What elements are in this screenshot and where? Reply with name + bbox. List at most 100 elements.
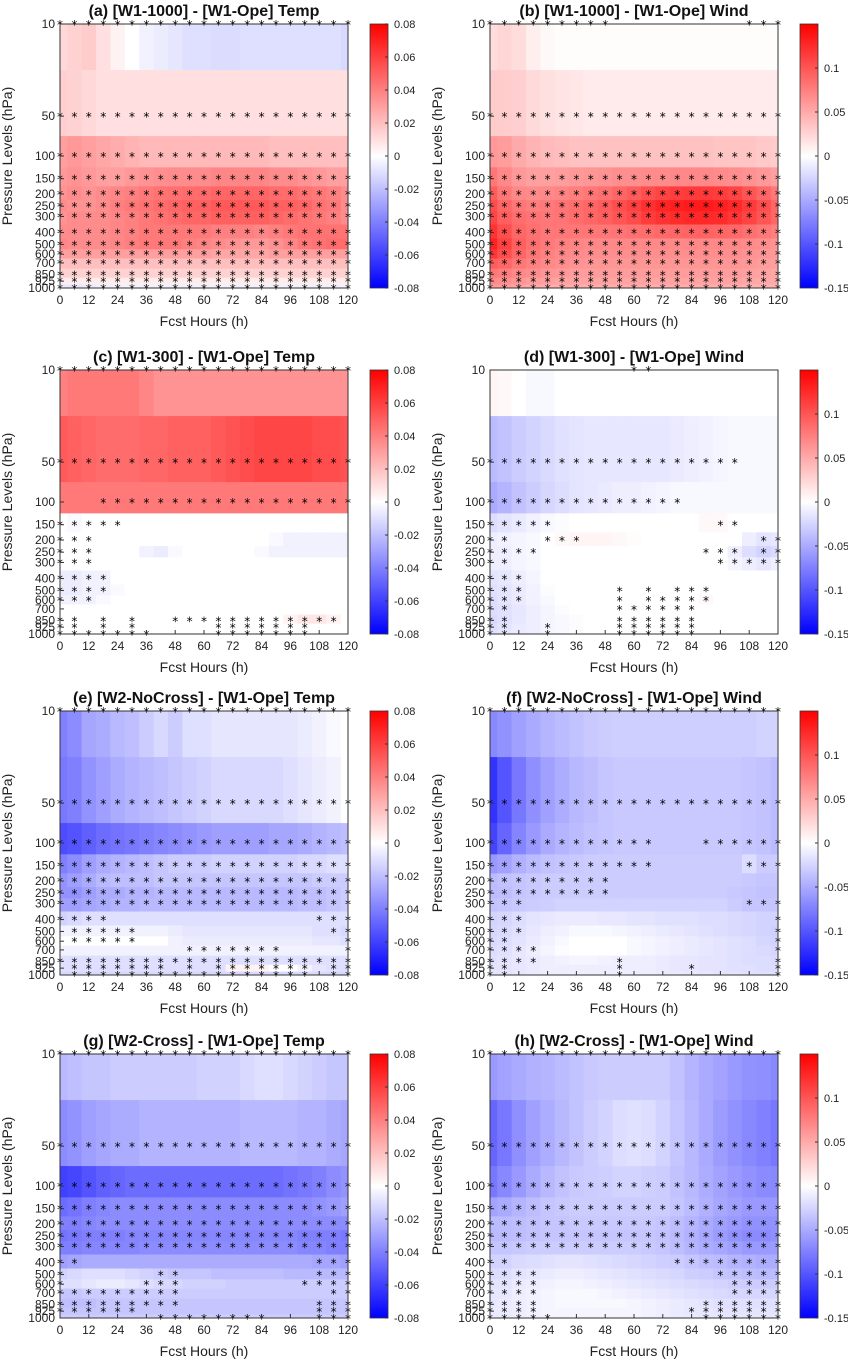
heatmap-cell	[626, 546, 642, 558]
heatmap-cell	[268, 186, 284, 201]
x-tick-label: 84	[685, 1323, 699, 1337]
heatmap-cell	[554, 604, 570, 615]
heatmap-cell	[626, 936, 642, 946]
significance-star: *	[717, 1180, 723, 1194]
significance-star: *	[331, 18, 337, 32]
significance-star: *	[516, 1180, 522, 1194]
heatmap-cell	[268, 224, 284, 239]
heatmap-cell	[168, 936, 183, 946]
significance-star: *	[158, 1241, 164, 1255]
significance-star: *	[573, 705, 579, 719]
heatmap-cell	[598, 1298, 613, 1309]
significance-star: *	[259, 188, 265, 202]
significance-star: *	[143, 211, 149, 225]
heatmap-cell	[196, 482, 212, 514]
significance-star: *	[602, 1048, 608, 1062]
heatmap-cell	[583, 570, 599, 585]
heatmap-cell	[540, 258, 556, 269]
heatmap-cell	[727, 630, 743, 635]
heatmap-cell	[497, 614, 512, 625]
significance-star: *	[129, 227, 135, 241]
heatmap-cell	[727, 911, 743, 926]
heatmap-cell	[655, 584, 671, 596]
heatmap-cell	[727, 277, 743, 285]
heatmap-cell	[641, 936, 656, 946]
heatmap-cell	[742, 546, 757, 558]
heatmap-cell	[490, 370, 498, 417]
significance-star: *	[617, 584, 623, 598]
heatmap-cell	[583, 224, 599, 239]
significance-star: *	[501, 456, 507, 470]
heatmap-cell	[655, 1254, 671, 1269]
significance-star: *	[244, 200, 250, 214]
significance-star: *	[86, 557, 92, 571]
significance-star: *	[559, 534, 565, 548]
heatmap-cell	[684, 557, 700, 571]
heatmap-cell	[81, 238, 97, 250]
heatmap-cell	[182, 595, 198, 605]
colorbar-tick-label: -0.02	[394, 871, 419, 883]
significance-star: *	[645, 603, 651, 617]
x-tick-label: 60	[627, 1323, 641, 1337]
significance-star: *	[761, 18, 767, 32]
heatmap-cell	[770, 258, 779, 269]
heatmap-cell	[268, 1307, 284, 1315]
significance-star: *	[187, 248, 193, 262]
significance-star: *	[631, 621, 637, 635]
significance-star: *	[302, 268, 308, 282]
heatmap-cell	[569, 224, 584, 239]
significance-star: *	[602, 227, 608, 241]
heatmap-cell	[583, 911, 599, 926]
significance-star: *	[129, 200, 135, 214]
significance-star: *	[287, 173, 293, 187]
heatmap-cell	[770, 757, 779, 824]
heatmap-cell	[268, 557, 284, 571]
heatmap-cell	[554, 955, 570, 966]
heatmap-cell	[670, 167, 685, 187]
y-axis-label: Pressure Levels (hPa)	[429, 1117, 445, 1256]
heatmap-cell	[756, 416, 772, 483]
heatmap-cell	[583, 277, 599, 285]
heatmap-cell	[110, 546, 126, 558]
significance-star: *	[674, 150, 680, 164]
heatmap-cell	[583, 945, 599, 956]
heatmap-cell	[612, 911, 628, 926]
significance-star: *	[530, 1140, 536, 1154]
heatmap-cell	[742, 200, 757, 212]
heatmap-cell	[670, 623, 685, 631]
heatmap-cell	[254, 911, 270, 926]
heatmap-cell	[182, 1288, 198, 1299]
significance-star: *	[530, 188, 536, 202]
heatmap-cell	[598, 604, 613, 615]
heatmap-cell	[67, 482, 82, 514]
significance-star: *	[287, 797, 293, 811]
heatmap-cell	[182, 136, 198, 168]
significance-star: *	[631, 1203, 637, 1217]
heatmap-cell	[713, 238, 728, 250]
significance-star: *	[287, 614, 293, 628]
heatmap-cell	[569, 595, 584, 605]
y-tick-label: 300	[465, 209, 485, 223]
significance-star: *	[115, 257, 121, 271]
significance-star: *	[100, 1203, 106, 1217]
significance-star: *	[316, 282, 322, 296]
heatmap-cell	[312, 584, 327, 596]
heatmap-cell	[742, 1100, 757, 1167]
y-tick-label: 850	[465, 267, 485, 281]
significance-star: *	[573, 188, 579, 202]
heatmap-cell	[684, 167, 700, 187]
heatmap-cell	[139, 595, 154, 605]
colorbar-tick-label: -0.04	[394, 904, 419, 916]
heatmap-cell	[225, 136, 241, 168]
heatmap-cell	[655, 258, 671, 269]
significance-star: *	[617, 797, 623, 811]
significance-star: *	[273, 621, 279, 635]
heatmap-cell	[569, 136, 584, 168]
heatmap-cell	[698, 532, 714, 547]
significance-star: *	[172, 257, 178, 271]
significance-star: *	[215, 860, 221, 874]
heatmap-cell	[511, 211, 527, 225]
heatmap-cell	[511, 614, 527, 625]
significance-star: *	[573, 456, 579, 470]
heatmap-cell	[612, 1100, 628, 1167]
